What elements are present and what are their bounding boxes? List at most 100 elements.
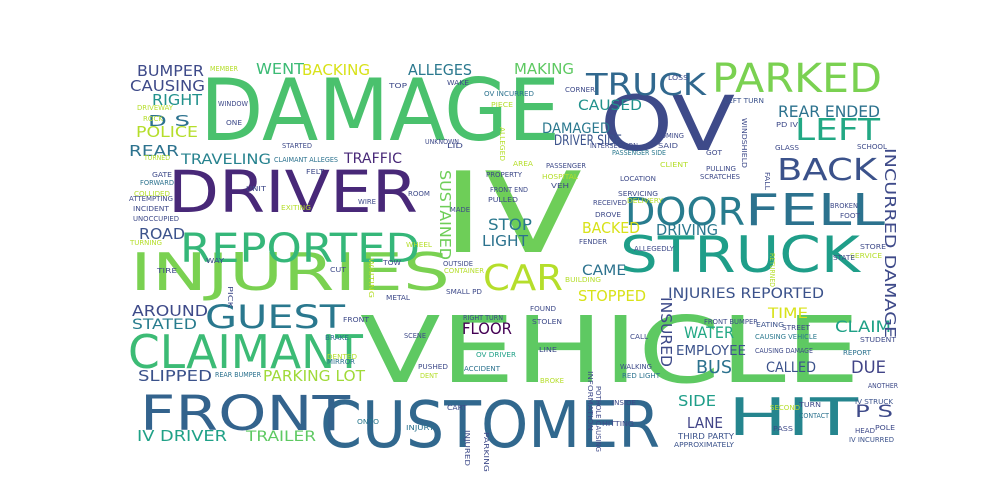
word-alleges: ALLEGES	[408, 61, 472, 79]
word-stop: STOP	[488, 215, 532, 234]
word-driver-side: DRIVER SIDE	[554, 133, 622, 149]
word-pick: PICK	[226, 286, 234, 309]
word-injuries-reported: INJURIES REPORTED	[668, 286, 824, 302]
word-returned: RETURNED	[768, 253, 776, 287]
word-outside: OUTSIDE	[443, 260, 473, 268]
word-window: WINDOW	[218, 100, 248, 108]
word-backed: BACKED	[582, 219, 640, 237]
word-dent: DENT	[420, 372, 439, 380]
word-front: FRONT	[140, 386, 351, 442]
word-small-pd: SMALL PD	[446, 288, 482, 296]
word-backing: BACKING	[302, 61, 370, 79]
word-walking: WALKING	[620, 363, 652, 371]
word-front: FRONT	[343, 316, 370, 324]
word-onto: ONTO	[357, 418, 380, 426]
word-pulling: PULLING	[706, 165, 736, 173]
word-claim: CLAIM	[835, 317, 891, 336]
word-exiting: EXITING	[281, 204, 311, 212]
word-car: CAR	[483, 258, 563, 299]
word-customer: CUSTOMER	[320, 389, 660, 463]
word-slipped: SLIPPED	[138, 367, 212, 385]
word-windshield: WINDSHIELD	[740, 118, 748, 168]
word-corner: CORNER	[565, 86, 595, 94]
word-pulled: PULLED	[488, 196, 518, 204]
word-third-party: THIRD PARTY	[677, 432, 734, 441]
word-cart: CART	[447, 404, 468, 412]
word-property: PROPERTY	[486, 171, 523, 179]
word-tire: TIRE	[156, 267, 177, 275]
word-student: STUDENT	[860, 336, 897, 344]
word-fell: FELL	[745, 185, 886, 236]
word-damaged: DAMAGED	[542, 121, 610, 137]
word-street: STREET	[782, 324, 811, 332]
word-inside: INSIDE	[612, 399, 636, 407]
word-waiting: WAITING	[367, 258, 375, 298]
word-making: MAKING	[514, 60, 574, 78]
word-incurred-damage: INCURRED DAMAGE	[881, 148, 899, 338]
word-stated: STATED	[132, 317, 197, 333]
word-guest: GUEST	[205, 298, 346, 336]
word-front-end: FRONT END	[490, 186, 528, 194]
word-turned: TURNED	[143, 154, 170, 162]
word-stolen: STOLEN	[532, 318, 562, 326]
word-report: REPORT	[843, 349, 872, 357]
word-building: BUILDING	[565, 276, 601, 284]
word-back: BACK	[777, 153, 879, 188]
word-area: AREA	[513, 160, 533, 168]
word-d-s: D S	[148, 112, 190, 130]
word-alleged: ALLEGED	[498, 127, 506, 161]
word-school: SCHOOL	[857, 143, 887, 151]
word-insured: INSURED	[657, 297, 675, 367]
word-traveling: TRAVELING	[180, 152, 271, 168]
word-time: TIME	[767, 306, 808, 322]
word-wake: WAKE	[447, 79, 469, 87]
word-gate: GATE	[152, 171, 172, 179]
word-door: DOOR	[625, 190, 745, 234]
word-traffic: TRAFFIC	[343, 151, 402, 167]
word-right-turn: RIGHT TURN	[463, 314, 503, 322]
word-passenger: PASSENGER	[546, 162, 586, 170]
word-road: ROAD	[139, 225, 185, 243]
word-glass: GLASS	[775, 144, 800, 152]
word-iv: IV	[442, 149, 582, 279]
word-received: RECEIVED	[593, 199, 627, 207]
word-due: DUE	[851, 358, 886, 378]
word-right: RIGHT	[152, 91, 203, 109]
word-iv-struck: IV STRUCK	[855, 398, 893, 406]
word-top: TOP	[388, 82, 407, 90]
word-fall: FALL	[763, 172, 771, 190]
word-coming: COMING	[656, 132, 684, 140]
word-around: AROUND	[132, 302, 208, 320]
word-mirror: MIRROR	[327, 358, 355, 366]
word-water: WATER	[684, 323, 734, 342]
word-turning: TURNING	[129, 239, 162, 247]
word-found: FOUND	[530, 305, 556, 313]
word-struck: STRUCK	[620, 226, 861, 284]
word-fender: FENDER	[579, 238, 607, 246]
word-p-s: P S	[855, 402, 893, 422]
word-ov-driver: OV DRIVER	[476, 351, 516, 359]
word-one: ONE	[226, 119, 242, 127]
word-passenger-side: PASSENGER SIDE	[612, 149, 666, 157]
word-allegedly: ALLEGEDLY	[634, 245, 675, 253]
word-said: SAID	[658, 142, 678, 150]
word-rear-ended: REAR ENDED	[778, 102, 880, 121]
word-driveway: DRIVEWAY	[137, 104, 174, 112]
word-another: ANOTHER	[868, 382, 898, 390]
word-came: CAME	[582, 263, 626, 279]
word-brake: BRAKE	[325, 334, 349, 342]
word-hitting: HITTING	[602, 420, 634, 428]
word-left: LEFT	[795, 113, 881, 148]
word-police: POLICE	[136, 123, 198, 141]
word-hospital: HOSPITAL	[542, 173, 578, 181]
word-made: MADE	[450, 206, 470, 214]
word-line: LINE	[539, 346, 557, 354]
word-drove: DROVE	[595, 211, 621, 219]
word-foot: FOOT	[840, 212, 861, 220]
word-injury: INJURY	[406, 424, 435, 432]
word-injured: INJURED	[463, 430, 471, 466]
word-parked: PARKED	[712, 56, 882, 102]
word-delivery: DELIVERY	[627, 197, 664, 205]
word-client: CLIENT	[660, 161, 689, 169]
word-front-bumper: FRONT BUMPER	[704, 318, 758, 326]
